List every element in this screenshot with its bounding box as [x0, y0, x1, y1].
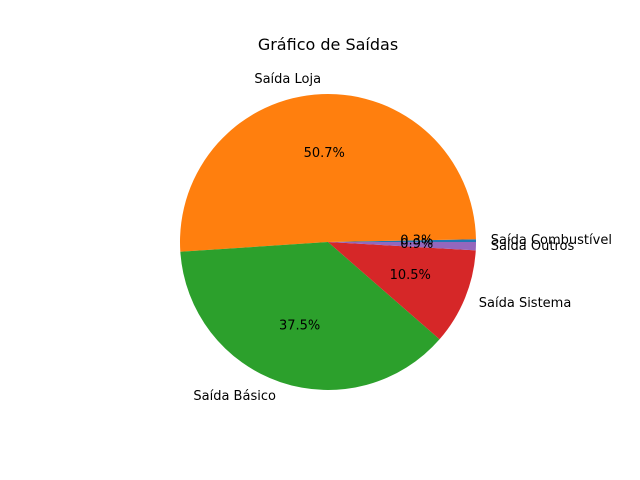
pie-slices — [179, 93, 476, 390]
pie-labels: Saída Combustível 0.3% Saída Loja 50.7% Saíd… — [193, 72, 612, 404]
slice-percentage-label: 0.3% — [400, 234, 433, 249]
slice-label: Saída Combustível — [491, 233, 612, 248]
slice-label: Saída Loja — [254, 72, 321, 87]
slice-percentage-label: 37.5% — [279, 319, 320, 334]
slice-label: Saída Básico — [193, 389, 276, 404]
slice-percentage-label: 50.7% — [304, 146, 345, 161]
pie-slice — [328, 242, 476, 340]
pie-slice — [180, 242, 440, 390]
slice-label: Saída Outros — [491, 239, 575, 254]
pie-slice — [179, 93, 476, 252]
slice-label: Saída Sistema — [479, 296, 572, 311]
chart-title: Gráfico de Saídas — [258, 35, 398, 54]
slice-percentage-label: 10.5% — [390, 268, 431, 283]
pie-slice — [328, 242, 476, 251]
slice-percentage-label: 0.9% — [400, 237, 433, 252]
pie-slice — [328, 239, 476, 242]
